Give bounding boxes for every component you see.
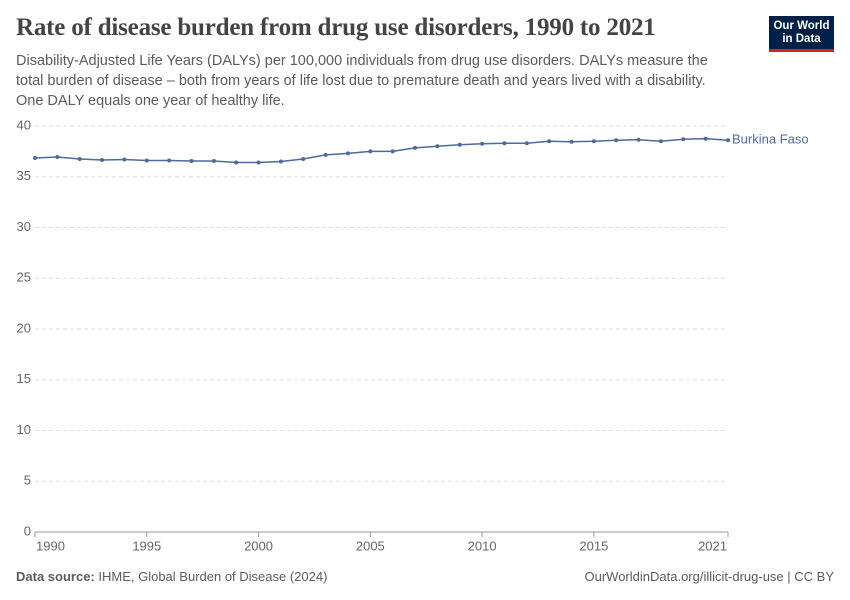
- point: [569, 139, 574, 144]
- chart-title: Rate of disease burden from drug use dis…: [16, 14, 656, 41]
- point: [614, 138, 619, 143]
- point: [167, 158, 172, 163]
- x-tick-label: 2021: [698, 538, 727, 553]
- x-tick-label: 1995: [132, 538, 161, 553]
- source-label: Data source:: [16, 569, 95, 584]
- footer-link[interactable]: OurWorldinData.org/illicit-drug-use | CC…: [584, 569, 835, 584]
- point: [122, 157, 127, 162]
- logo-line: Our World: [773, 20, 830, 32]
- point: [457, 142, 462, 147]
- point: [435, 144, 440, 149]
- point: [480, 141, 485, 146]
- source-text: IHME, Global Burden of Disease (2024): [98, 569, 328, 584]
- chart-subtitle: Disability-Adjusted Life Years (DALYs) p…: [16, 53, 708, 109]
- y-tick-label: 15: [17, 371, 31, 386]
- point: [345, 151, 350, 156]
- point: [323, 152, 328, 157]
- point: [591, 139, 596, 144]
- point: [681, 137, 686, 142]
- series-label: Burkina Faso: [732, 132, 809, 147]
- point: [211, 159, 216, 164]
- point: [144, 158, 149, 163]
- point: [636, 137, 641, 142]
- x-tick-label: 2015: [579, 538, 608, 553]
- logo-line: in Data: [782, 33, 821, 45]
- x-tick-label: 2000: [244, 538, 273, 553]
- point: [524, 141, 529, 146]
- point: [234, 160, 239, 165]
- line: [34, 137, 729, 164]
- x-tick-label: 2010: [468, 538, 497, 553]
- point: [301, 156, 306, 161]
- point: [703, 136, 708, 141]
- point: [658, 139, 663, 144]
- logo[interactable]: Our World in Data: [769, 16, 834, 52]
- y-tick-label: 10: [17, 422, 31, 437]
- y-tick-label: 0: [24, 523, 31, 538]
- point: [502, 141, 507, 146]
- source: Data source: IHME, Global Burden of Dise…: [16, 569, 327, 584]
- y-tick-label: 25: [17, 270, 31, 285]
- point: [726, 138, 730, 143]
- y-tick-label: 20: [17, 320, 31, 335]
- x-tick-label: 1990: [36, 538, 65, 553]
- y-tick-label: 40: [17, 117, 31, 132]
- point: [77, 156, 82, 161]
- point: [547, 139, 552, 144]
- y-tick-label: 30: [17, 219, 31, 234]
- point: [390, 149, 395, 154]
- point: [278, 159, 283, 164]
- point: [256, 160, 261, 165]
- y-tick-label: 5: [24, 473, 31, 488]
- point: [413, 145, 418, 150]
- point: [100, 158, 105, 163]
- point: [368, 149, 373, 154]
- point: [33, 155, 37, 160]
- y-tick-label: 35: [17, 168, 31, 183]
- x-tick-label: 2005: [356, 538, 385, 553]
- point: [189, 159, 194, 164]
- point: [55, 154, 60, 159]
